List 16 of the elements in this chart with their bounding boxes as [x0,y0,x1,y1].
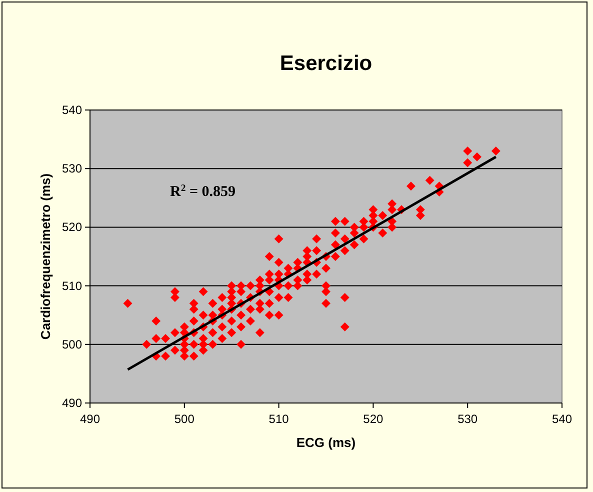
x-tick-label: 510 [268,412,290,426]
x-tick-label: 540 [552,412,572,426]
y-tick-label: 510 [62,278,82,293]
y-tick-label: 540 [62,103,82,117]
y-tick-label: 500 [62,337,82,352]
x-tick-label: 520 [363,412,384,426]
annotation: R$^{2}$ = 0.859 [170,182,236,200]
x-tick-label: 500 [174,412,195,426]
x-axis-title: ECG (ms) [296,435,356,450]
chart-title: Esercizio [280,52,372,75]
x-tick-label: 530 [458,412,478,426]
y-axis-title: Cardiofrequenzimetro (ms) [38,173,53,340]
y-tick-label: 490 [62,396,82,410]
y-tick-label: 530 [62,162,82,176]
y-tick-label: 520 [62,220,82,234]
x-tick-label: 490 [80,412,100,426]
